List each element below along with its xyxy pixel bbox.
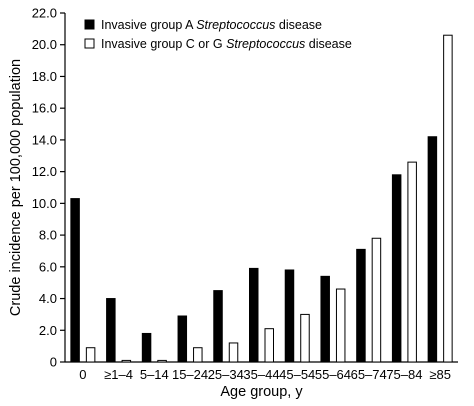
bar-group-cg [157,359,167,363]
bar-group-cg [335,288,346,363]
x-tick-label: 25–34 [208,367,244,382]
legend: Invasive group A Streptococcus disease In… [84,18,352,51]
bar-group-a [70,198,80,363]
y-tick-label: 4.0 [39,291,57,306]
bar-group-a [141,332,152,363]
x-tick-label: 0 [79,367,86,382]
bars [70,34,453,363]
bar-group-a [356,248,366,363]
bar-group-a [320,275,330,363]
legend-swatch-group-cg [84,38,95,49]
y-tick-label: 18.0 [32,69,57,84]
y-tick-label: 20.0 [32,37,57,52]
y-tick-label: 14.0 [32,132,57,147]
bar-group-cg [443,34,453,363]
legend-label-group-a: Invasive group A Streptococcus disease [101,18,322,32]
bar-group-a [106,298,116,363]
y-tick-label: 8.0 [39,228,57,243]
x-axis-label: Age group, y [220,384,303,400]
x-tick-label: 45–54 [279,367,315,382]
x-axis-ticks: 0 ≥1–4 5–14 15–24 25–34 35–44 45–54 55–64 65–74 7… [79,367,451,382]
bar-group-a [427,136,438,363]
y-tick-label: 0 [50,355,57,370]
x-tick-label: 15–24 [172,367,208,382]
legend-swatch-group-a [84,19,95,30]
bar-group-cg [264,328,274,363]
x-tick-label: 65–74 [351,367,387,382]
bar-group-a [391,174,402,363]
x-tick-label: ≥85 [429,367,451,382]
bar-group-cg [85,347,96,363]
bar-group-cg [300,313,310,363]
x-tick-label: 75–84 [386,367,422,382]
y-axis-label: Crude incidence per 100,000 population [8,59,24,316]
y-tick-label: 12.0 [32,164,57,179]
y-tick-label: 22.0 [32,6,57,21]
y-tick-label: 6.0 [39,259,57,274]
y-tick-label: 10.0 [32,196,57,211]
x-tick-label: 55–64 [315,367,351,382]
bar-group-a [284,269,295,363]
y-axis-ticks: 0 2.0 4.0 6.0 8.0 10.0 12.0 14.0 16.0 18.0 20.0 22.… [32,6,65,370]
bar-group-a [249,267,259,363]
bar-group-cg [121,359,132,363]
bar-group-cg [407,161,417,363]
legend-label-group-cg: Invasive group C or G Streptococcus dise… [101,37,352,51]
bar-group-cg [371,237,382,363]
bar-group-a [213,290,223,363]
bar-group-a [177,315,188,363]
x-tick-label: 5–14 [140,367,169,382]
y-tick-label: 2.0 [39,323,57,338]
x-tick-label: 35–44 [243,367,279,382]
x-tick-label: ≥1–4 [104,367,133,382]
bar-group-cg [193,347,203,363]
bar-group-cg [228,342,239,363]
y-tick-label: 16.0 [32,101,57,116]
